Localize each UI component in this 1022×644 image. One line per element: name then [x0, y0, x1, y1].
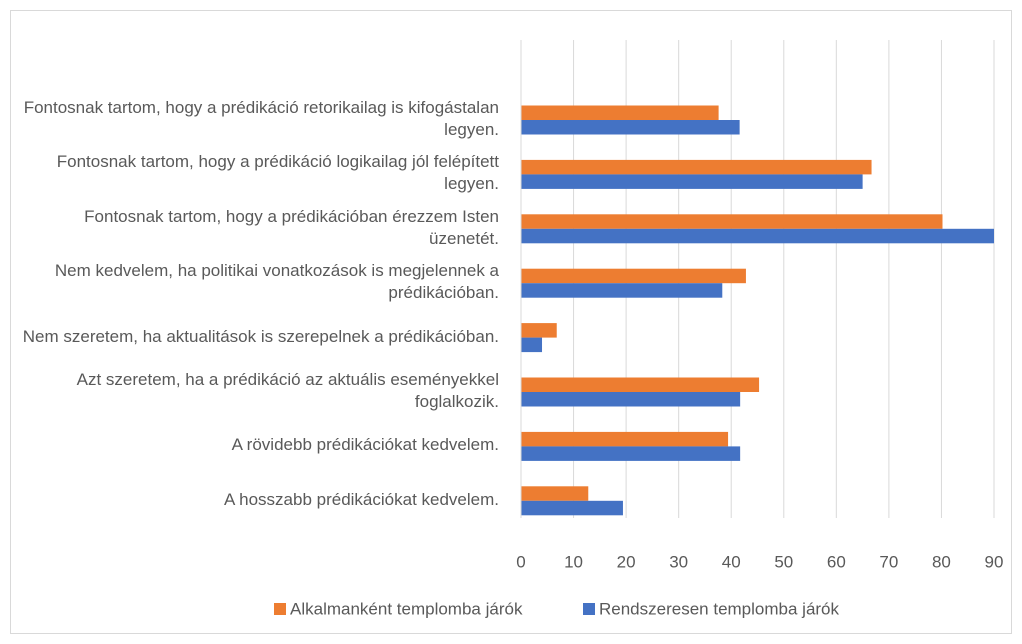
bar	[521, 174, 863, 189]
bar	[521, 392, 741, 407]
bar	[521, 283, 723, 298]
x-tick-label: 10	[564, 552, 583, 571]
bar	[521, 159, 872, 175]
category-label: Nem kedvelem, ha politikai vonatkozások …	[54, 261, 499, 303]
x-tick-label: 0	[516, 552, 525, 571]
category-label: Azt szeretem, ha a prédikáció az aktuáli…	[76, 370, 499, 411]
category-label: Fontosnak tartom, hogy a prédikáció logi…	[56, 152, 499, 194]
bar	[521, 105, 719, 120]
x-tick-label: 90	[985, 552, 1004, 571]
bar	[521, 431, 729, 447]
x-tick-label: 80	[932, 552, 951, 571]
x-tick-label: 50	[774, 552, 793, 571]
bar	[521, 214, 943, 229]
bar	[521, 337, 543, 353]
bar	[521, 486, 589, 501]
legend-label: Alkalmanként templomba járók	[290, 599, 523, 618]
category-label: Nem szeretem, ha aktualitások is szerepe…	[22, 326, 499, 346]
x-tick-label: 20	[617, 552, 636, 571]
bar	[521, 268, 746, 284]
chart-border	[10, 10, 1012, 634]
category-label: Fontosnak tartom, hogy a prédikációban é…	[84, 206, 499, 248]
bar	[521, 228, 994, 244]
category-label: A hosszabb prédikációkat kedvelem.	[224, 489, 499, 509]
x-tick-label: 70	[879, 552, 898, 571]
x-tick-label: 40	[722, 552, 741, 571]
bar	[521, 446, 741, 461]
bar	[521, 377, 760, 392]
category-label: A rövidebb prédikációkat kedvelem.	[231, 435, 499, 455]
category-label: Fontosnak tartom, hogy a prédikáció reto…	[23, 98, 499, 139]
legend-label: Rendszeresen templomba járók	[599, 599, 840, 618]
bar	[521, 120, 740, 135]
x-tick-label: 60	[827, 552, 846, 571]
x-tick-label: 30	[669, 552, 688, 571]
bar	[521, 323, 557, 338]
legend-swatch	[274, 603, 286, 615]
bar	[521, 500, 623, 516]
legend-swatch	[583, 603, 595, 615]
